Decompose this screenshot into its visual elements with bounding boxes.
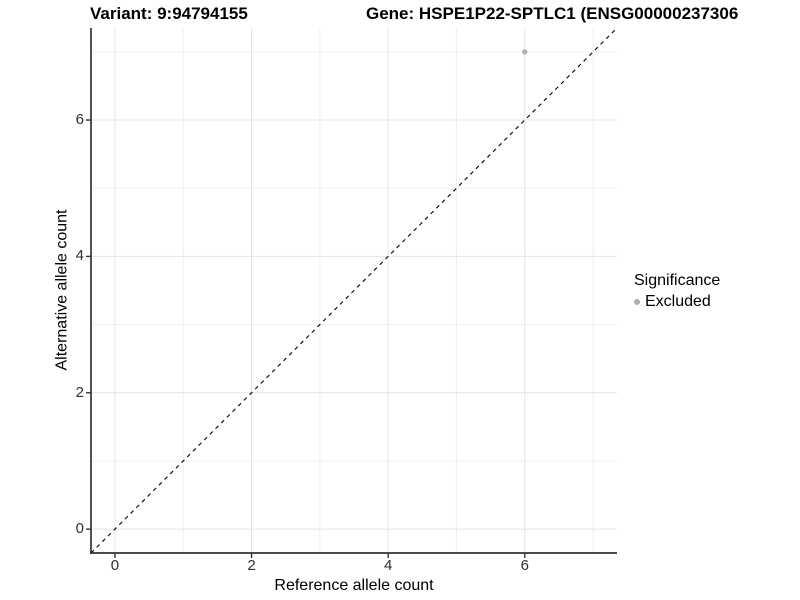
- y-tick-label: 2: [75, 383, 84, 401]
- y-tick-label: 4: [75, 247, 84, 265]
- legend-items: Excluded: [634, 293, 720, 311]
- x-tick-label: 2: [247, 557, 256, 574]
- x-axis-title: Reference allele count: [274, 577, 434, 594]
- identity-reference-line: [90, 27, 618, 554]
- data-point: [522, 49, 528, 55]
- plot-title-variant: Variant: 9:94794155: [90, 4, 248, 23]
- plot-title-gene: Gene: HSPE1P22-SPTLC1 (ENSG00000237306: [366, 4, 739, 23]
- legend-item-label: Excluded: [645, 293, 711, 310]
- y-tick-label: 6: [75, 111, 84, 129]
- legend: Significance Excluded: [634, 271, 720, 311]
- x-tick-label: 0: [110, 557, 120, 574]
- legend-item: Excluded: [634, 293, 720, 311]
- x-tick-label: 6: [520, 557, 529, 574]
- x-tick-label: 4: [383, 557, 393, 574]
- legend-point-key-icon: [634, 299, 640, 305]
- y-tick-label: 0: [75, 520, 84, 538]
- y-axis-title: Alternative allele count: [53, 209, 71, 371]
- legend-title: Significance: [634, 272, 721, 289]
